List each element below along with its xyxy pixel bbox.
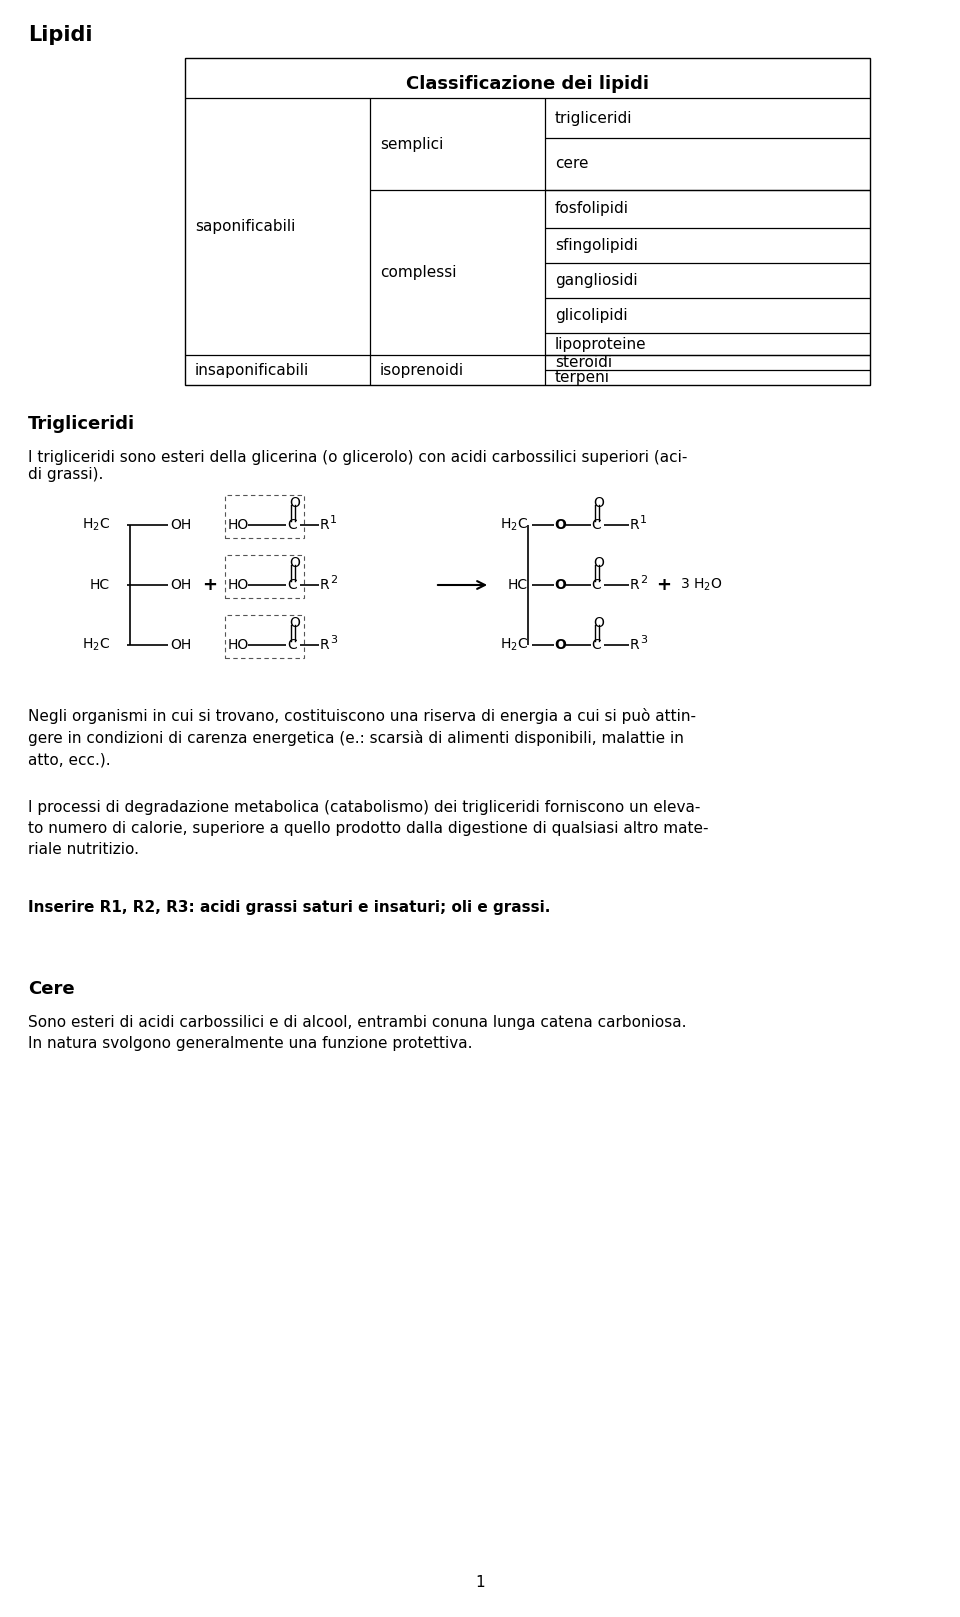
Text: 3: 3 bbox=[330, 635, 337, 645]
Text: O: O bbox=[593, 616, 604, 631]
Text: I trigliceridi sono esteri della glicerina (o glicerolo) con acidi carbossilici : I trigliceridi sono esteri della gliceri… bbox=[28, 450, 687, 482]
Text: C: C bbox=[591, 639, 601, 652]
Text: Trigliceridi: Trigliceridi bbox=[28, 416, 135, 433]
Text: 2: 2 bbox=[640, 576, 647, 585]
Text: O: O bbox=[289, 616, 300, 631]
Text: 1: 1 bbox=[640, 514, 647, 526]
Bar bbox=[225, 614, 304, 658]
Text: HO: HO bbox=[228, 517, 250, 532]
Text: O: O bbox=[593, 556, 604, 571]
Text: R: R bbox=[320, 517, 329, 532]
Text: R: R bbox=[630, 577, 639, 592]
Text: Sono esteri di acidi carbossilici e di alcool, entrambi conuna lunga catena carb: Sono esteri di acidi carbossilici e di a… bbox=[28, 1015, 686, 1051]
Text: 3: 3 bbox=[640, 635, 647, 645]
Text: H$_2$C: H$_2$C bbox=[500, 517, 528, 534]
Text: HC: HC bbox=[508, 577, 528, 592]
Text: H$_2$C: H$_2$C bbox=[82, 637, 110, 653]
Text: R: R bbox=[630, 639, 639, 652]
Text: O: O bbox=[554, 577, 565, 592]
Text: O: O bbox=[593, 496, 604, 509]
Bar bbox=[225, 555, 304, 598]
Text: cere: cere bbox=[555, 157, 588, 171]
Text: C: C bbox=[287, 577, 297, 592]
Text: +: + bbox=[203, 576, 218, 593]
Text: Inserire R1, R2, R3: acidi grassi saturi e insaturi; oli e grassi.: Inserire R1, R2, R3: acidi grassi saturi… bbox=[28, 901, 550, 915]
Text: fosfolipidi: fosfolipidi bbox=[555, 202, 629, 217]
Text: insaponificabili: insaponificabili bbox=[195, 362, 309, 377]
Text: O: O bbox=[289, 556, 300, 571]
Text: Cere: Cere bbox=[28, 980, 75, 998]
Text: C: C bbox=[591, 577, 601, 592]
Text: C: C bbox=[287, 639, 297, 652]
Text: isoprenoidi: isoprenoidi bbox=[380, 362, 464, 377]
Text: glicolipidi: glicolipidi bbox=[555, 307, 628, 323]
Bar bbox=[225, 495, 304, 538]
Text: steroidi: steroidi bbox=[555, 356, 612, 370]
Bar bbox=[185, 58, 870, 385]
Text: I processi di degradazione metabolica (catabolismo) dei trigliceridi forniscono : I processi di degradazione metabolica (c… bbox=[28, 800, 708, 857]
Text: R: R bbox=[320, 639, 329, 652]
Text: +: + bbox=[657, 576, 671, 593]
Text: 1: 1 bbox=[475, 1575, 485, 1590]
Text: OH: OH bbox=[170, 639, 191, 652]
Text: O: O bbox=[554, 639, 565, 652]
Text: C: C bbox=[591, 517, 601, 532]
Text: O: O bbox=[554, 517, 565, 532]
Text: OH: OH bbox=[170, 517, 191, 532]
Text: Negli organismi in cui si trovano, costituiscono una riserva di energia a cui si: Negli organismi in cui si trovano, costi… bbox=[28, 708, 696, 768]
Text: HC: HC bbox=[90, 577, 110, 592]
Text: HO: HO bbox=[228, 577, 250, 592]
Text: Lipidi: Lipidi bbox=[28, 24, 92, 45]
Text: H$_2$C: H$_2$C bbox=[500, 637, 528, 653]
Text: saponificabili: saponificabili bbox=[195, 218, 296, 234]
Text: 1: 1 bbox=[330, 514, 337, 526]
Text: terpeni: terpeni bbox=[555, 370, 610, 385]
Text: 2: 2 bbox=[330, 576, 337, 585]
Text: OH: OH bbox=[170, 577, 191, 592]
Text: H$_2$C: H$_2$C bbox=[82, 517, 110, 534]
Text: R: R bbox=[320, 577, 329, 592]
Text: semplici: semplici bbox=[380, 136, 444, 152]
Text: Classificazione dei lipidi: Classificazione dei lipidi bbox=[406, 74, 649, 94]
Text: complessi: complessi bbox=[380, 265, 457, 280]
Text: R: R bbox=[630, 517, 639, 532]
Text: O: O bbox=[289, 496, 300, 509]
Text: trigliceridi: trigliceridi bbox=[555, 110, 633, 126]
Text: lipoproteine: lipoproteine bbox=[555, 336, 647, 351]
Text: C: C bbox=[287, 517, 297, 532]
Text: 3 H$_2$O: 3 H$_2$O bbox=[680, 577, 723, 593]
Text: HO: HO bbox=[228, 639, 250, 652]
Text: gangliosidi: gangliosidi bbox=[555, 273, 637, 288]
Text: sfingolipidi: sfingolipidi bbox=[555, 238, 637, 252]
